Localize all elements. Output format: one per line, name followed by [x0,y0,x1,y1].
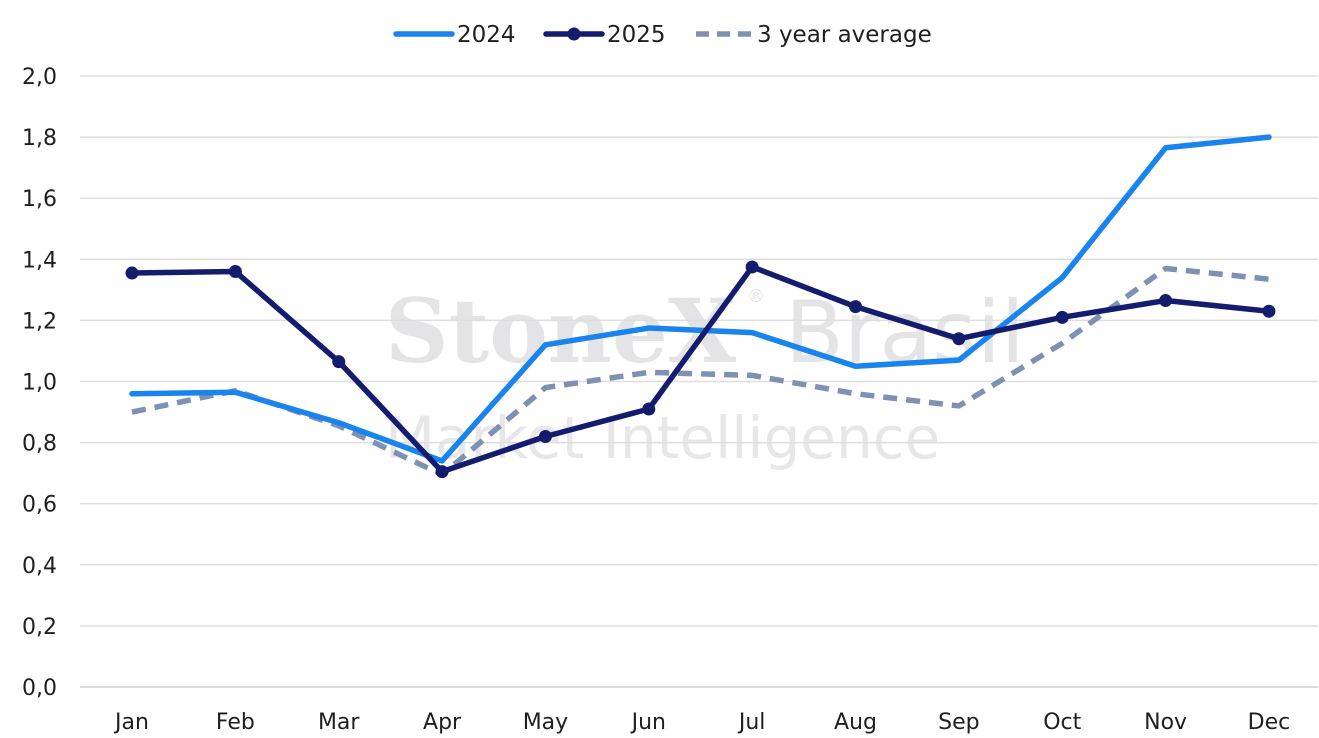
y-tick-label: 2,0 [22,65,57,90]
x-tick-label: Nov [1144,710,1187,735]
x-tick-label: Feb [216,710,255,735]
x-axis: Jan Feb Mar Apr May Jun Jul Aug Sep Oct Nov Dec [113,710,1290,735]
y-tick-label: 1,0 [22,371,57,396]
series-2025 [125,260,1276,479]
data-point [538,429,552,443]
x-tick-label: Apr [423,710,462,735]
series-line [129,264,1272,475]
data-point [642,402,656,416]
x-tick-label: Jan [113,710,149,735]
data-point [435,465,449,479]
x-tick-label: Oct [1043,710,1081,735]
y-tick-label: 1,4 [22,248,57,273]
y-tick-label: 1,6 [22,187,57,212]
y-tick-label: 0,2 [22,615,57,640]
legend-label: 2025 [607,22,666,48]
legend-item: 2025 [543,22,666,48]
x-tick-label: Jun [630,710,666,735]
x-tick-label: Mar [318,710,360,735]
data-point [1055,310,1069,324]
y-tick-label: 0,4 [22,554,57,579]
series-layer [125,134,1276,479]
legend-marker [567,27,581,41]
legend-item: 2024 [393,22,516,48]
y-tick-label: 0,8 [22,432,57,457]
y-axis: 0,0 0,2 0,4 0,6 0,8 1,0 1,2 1,4 1,6 1,8 2,0 [22,65,57,701]
gridlines [80,75,1318,688]
series-line [129,134,1272,464]
x-tick-label: Dec [1248,710,1291,735]
legend: 2024 2025 3 year average [393,22,932,48]
watermark-registered-mark: ® [747,286,765,307]
data-point [1262,304,1276,318]
data-point [1159,294,1173,308]
y-tick-label: 0,0 [22,676,57,701]
data-point [849,300,863,314]
legend-label: 3 year average [757,22,932,48]
x-tick-label: Aug [834,710,877,735]
data-point [228,265,242,279]
x-tick-label: Sep [938,710,979,735]
data-point [332,355,346,369]
y-tick-label: 1,8 [22,126,57,151]
legend-item: 3 year average [696,22,932,48]
x-tick-label: May [523,710,568,735]
y-tick-label: 0,6 [22,493,57,518]
data-point [745,260,759,274]
data-point [952,332,966,346]
x-tick-label: Jul [737,710,766,735]
y-tick-label: 1,2 [22,309,57,334]
series-2024 [129,134,1272,464]
data-point [125,266,139,280]
legend-label: 2024 [457,22,516,48]
